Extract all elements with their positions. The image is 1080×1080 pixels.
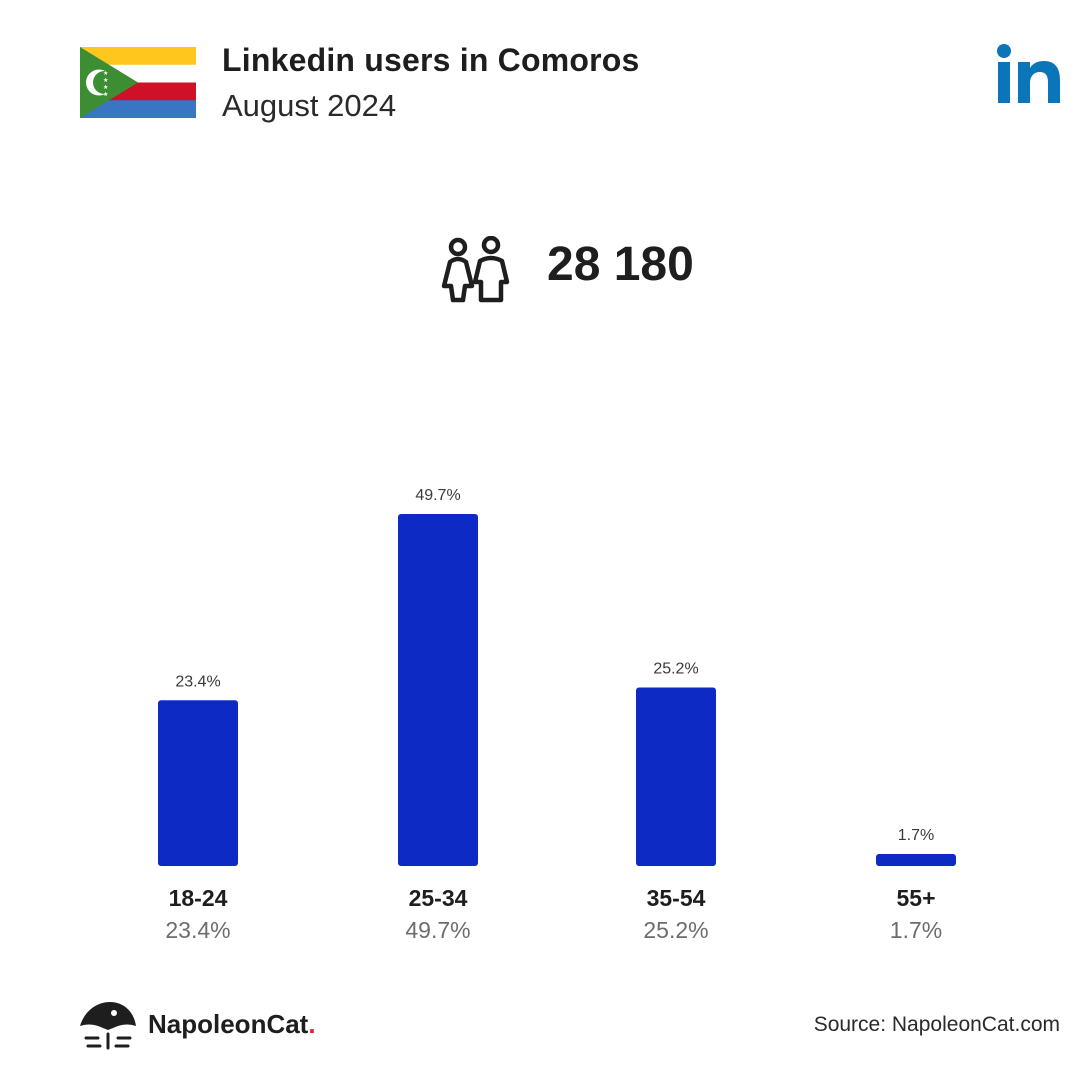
category-value-label: 1.7%	[890, 917, 942, 943]
category-value-label: 49.7%	[405, 917, 470, 943]
bar-value-label: 25.2%	[653, 661, 698, 678]
footer-brand-name: NapoleonCat.	[148, 1009, 316, 1040]
linkedin-logo-icon	[997, 44, 1060, 103]
total-users-value: 28 180	[547, 238, 694, 291]
napoleoncat-logo-icon	[80, 1002, 136, 1050]
comoros-flag-icon: ★ ★ ★ ★	[80, 47, 196, 118]
bar-value-label: 23.4%	[175, 673, 220, 690]
female-male-users-icon	[441, 236, 510, 303]
svg-text:★: ★	[103, 84, 108, 91]
footer-brand-dot: .	[308, 1009, 316, 1039]
source-note: Source: NapoleonCat.com	[813, 1013, 1060, 1036]
category-value-label: 25.2%	[643, 917, 708, 943]
bar-55+	[876, 853, 956, 866]
bar-18-24	[158, 700, 238, 866]
page-subtitle: August 2024	[222, 88, 397, 123]
svg-text:★: ★	[103, 91, 108, 98]
footer-brand-text: NapoleonCat	[148, 1009, 309, 1039]
category-label: 35-54	[647, 885, 706, 911]
category-label: 25-34	[409, 885, 468, 911]
category-value-label: 23.4%	[165, 917, 230, 943]
bar-35-54	[636, 687, 716, 866]
svg-text:★: ★	[103, 70, 108, 77]
category-label: 18-24	[169, 885, 228, 911]
svg-text:★: ★	[103, 77, 108, 84]
bar-25-34	[398, 514, 478, 866]
page-title: Linkedin users in Comoros	[222, 42, 640, 78]
category-label: 55+	[896, 885, 935, 911]
bar-value-label: 49.7%	[415, 487, 460, 504]
bar-value-label: 1.7%	[898, 827, 934, 844]
